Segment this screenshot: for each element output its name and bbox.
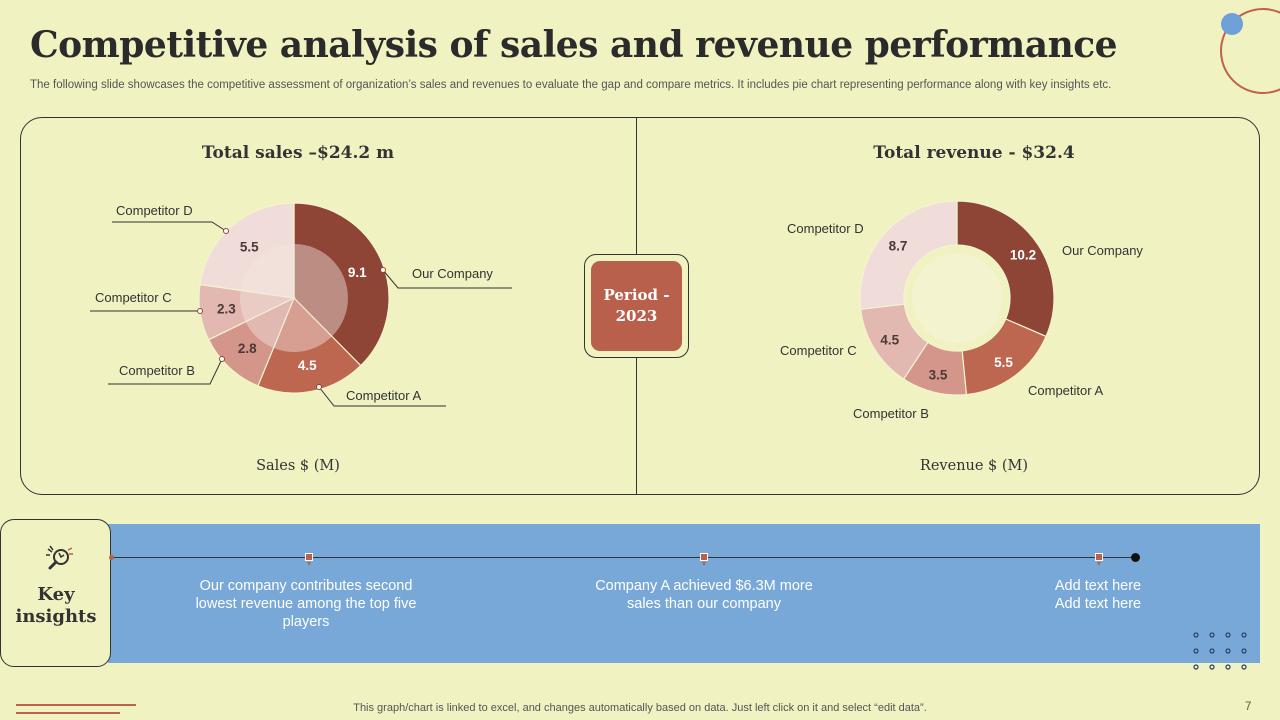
timeline-marker-2 [700, 553, 708, 566]
footer-accent-line-2 [16, 712, 120, 714]
page-subtitle: The following slide showcases the compet… [30, 79, 1112, 91]
revenue-our-company-value-label: 10.2 [1010, 248, 1036, 263]
revenue-competitor-a-value-label: 5.5 [994, 355, 1013, 370]
sales-competitor-d-leader-line [112, 221, 227, 232]
revenue-competitor-a-category-label: Competitor A [1028, 383, 1103, 398]
sales-our-company-slice [293, 202, 390, 367]
sales-competitor-b-value-label: 2.8 [238, 341, 257, 356]
sales-our-company-category-label: Our Company [412, 266, 493, 281]
sales-inner-ring [240, 244, 348, 352]
deco-circle-small [1221, 13, 1243, 35]
revenue-competitor-b-category-label: Competitor B [853, 406, 929, 421]
revenue-our-company-category-label: Our Company [1062, 243, 1143, 258]
revenue-chart-xlabel: Revenue $ (M) [919, 458, 1029, 474]
footer-accent-line-1 [16, 704, 136, 706]
revenue-competitor-c-value-label: 4.5 [880, 332, 899, 347]
revenue-competitor-d-category-label: Competitor D [787, 221, 864, 236]
timeline-marker-3 [1095, 553, 1103, 566]
sales-competitor-a-leader-line [318, 386, 446, 407]
sales-chart-title: Total sales –$24.2 m [201, 143, 395, 163]
key-insights-heading: Key insights [15, 584, 97, 627]
sales-competitor-d-leader-dot [223, 228, 229, 234]
sales-competitor-b-leader-line [108, 358, 223, 385]
period-badge: Period - 2023 [584, 254, 689, 358]
period-badge-inner: Period - 2023 [591, 261, 682, 351]
sales-competitor-a-leader-dot [316, 384, 322, 390]
page-title: Competitive analysis of sales and revenu… [30, 24, 1118, 66]
footer-note: This graph/chart is linked to excel, and… [353, 702, 927, 714]
key-insights-box: Key insights [0, 519, 111, 667]
revenue-our-company-slice [956, 200, 1055, 338]
sales-our-company-leader-dot [380, 267, 386, 273]
sales-competitor-a-category-label: Competitor A [346, 388, 421, 403]
sales-competitor-c-category-label: Competitor C [95, 290, 172, 305]
timeline-marker-1 [305, 553, 313, 566]
revenue-competitor-c-category-label: Competitor C [780, 343, 857, 358]
insights-band [108, 524, 1260, 663]
timeline-end-dot [1131, 553, 1140, 562]
page-number: 7 [1245, 701, 1252, 713]
sales-competitor-d-category-label: Competitor D [116, 203, 193, 218]
sales-competitor-b-leader-dot [219, 356, 225, 362]
revenue-chart-title: Total revenue - $32.4 [873, 143, 1075, 163]
insight-item-1: Our company contributes second lowest re… [195, 578, 417, 630]
timeline-start-dot [109, 555, 114, 560]
period-label: Period - 2023 [603, 286, 670, 325]
sales-competitor-b-slice [207, 296, 296, 387]
revenue-competitor-d-slice [859, 200, 958, 310]
sales-competitor-b-category-label: Competitor B [119, 363, 195, 378]
insight-icon [46, 545, 73, 570]
insight-item-2: Company A achieved $6.3M more sales than… [595, 578, 813, 612]
revenue-competitor-b-value-label: 3.5 [929, 368, 948, 383]
sales-competitor-a-slice [257, 296, 362, 394]
revenue-inner-ring [912, 253, 1002, 343]
sales-competitor-c-value-label: 2.3 [217, 302, 236, 317]
sales-chart-xlabel: Sales $ (M) [256, 458, 340, 474]
insight-item-3: Add text here Add text here [1054, 578, 1142, 612]
sales-competitor-d-slice [199, 202, 295, 299]
decorative-dot-grid [1193, 632, 1247, 670]
sales-our-company-leader-line [382, 269, 512, 289]
sales-competitor-d-value-label: 5.5 [240, 239, 259, 254]
charts-panel [20, 117, 1260, 495]
sales-our-company-value-label: 9.1 [348, 265, 367, 280]
sales-competitor-c-leader-dot [197, 308, 203, 314]
insights-timeline [112, 557, 1136, 558]
sales-competitor-a-value-label: 4.5 [298, 358, 317, 373]
revenue-competitor-d-value-label: 8.7 [889, 238, 908, 253]
